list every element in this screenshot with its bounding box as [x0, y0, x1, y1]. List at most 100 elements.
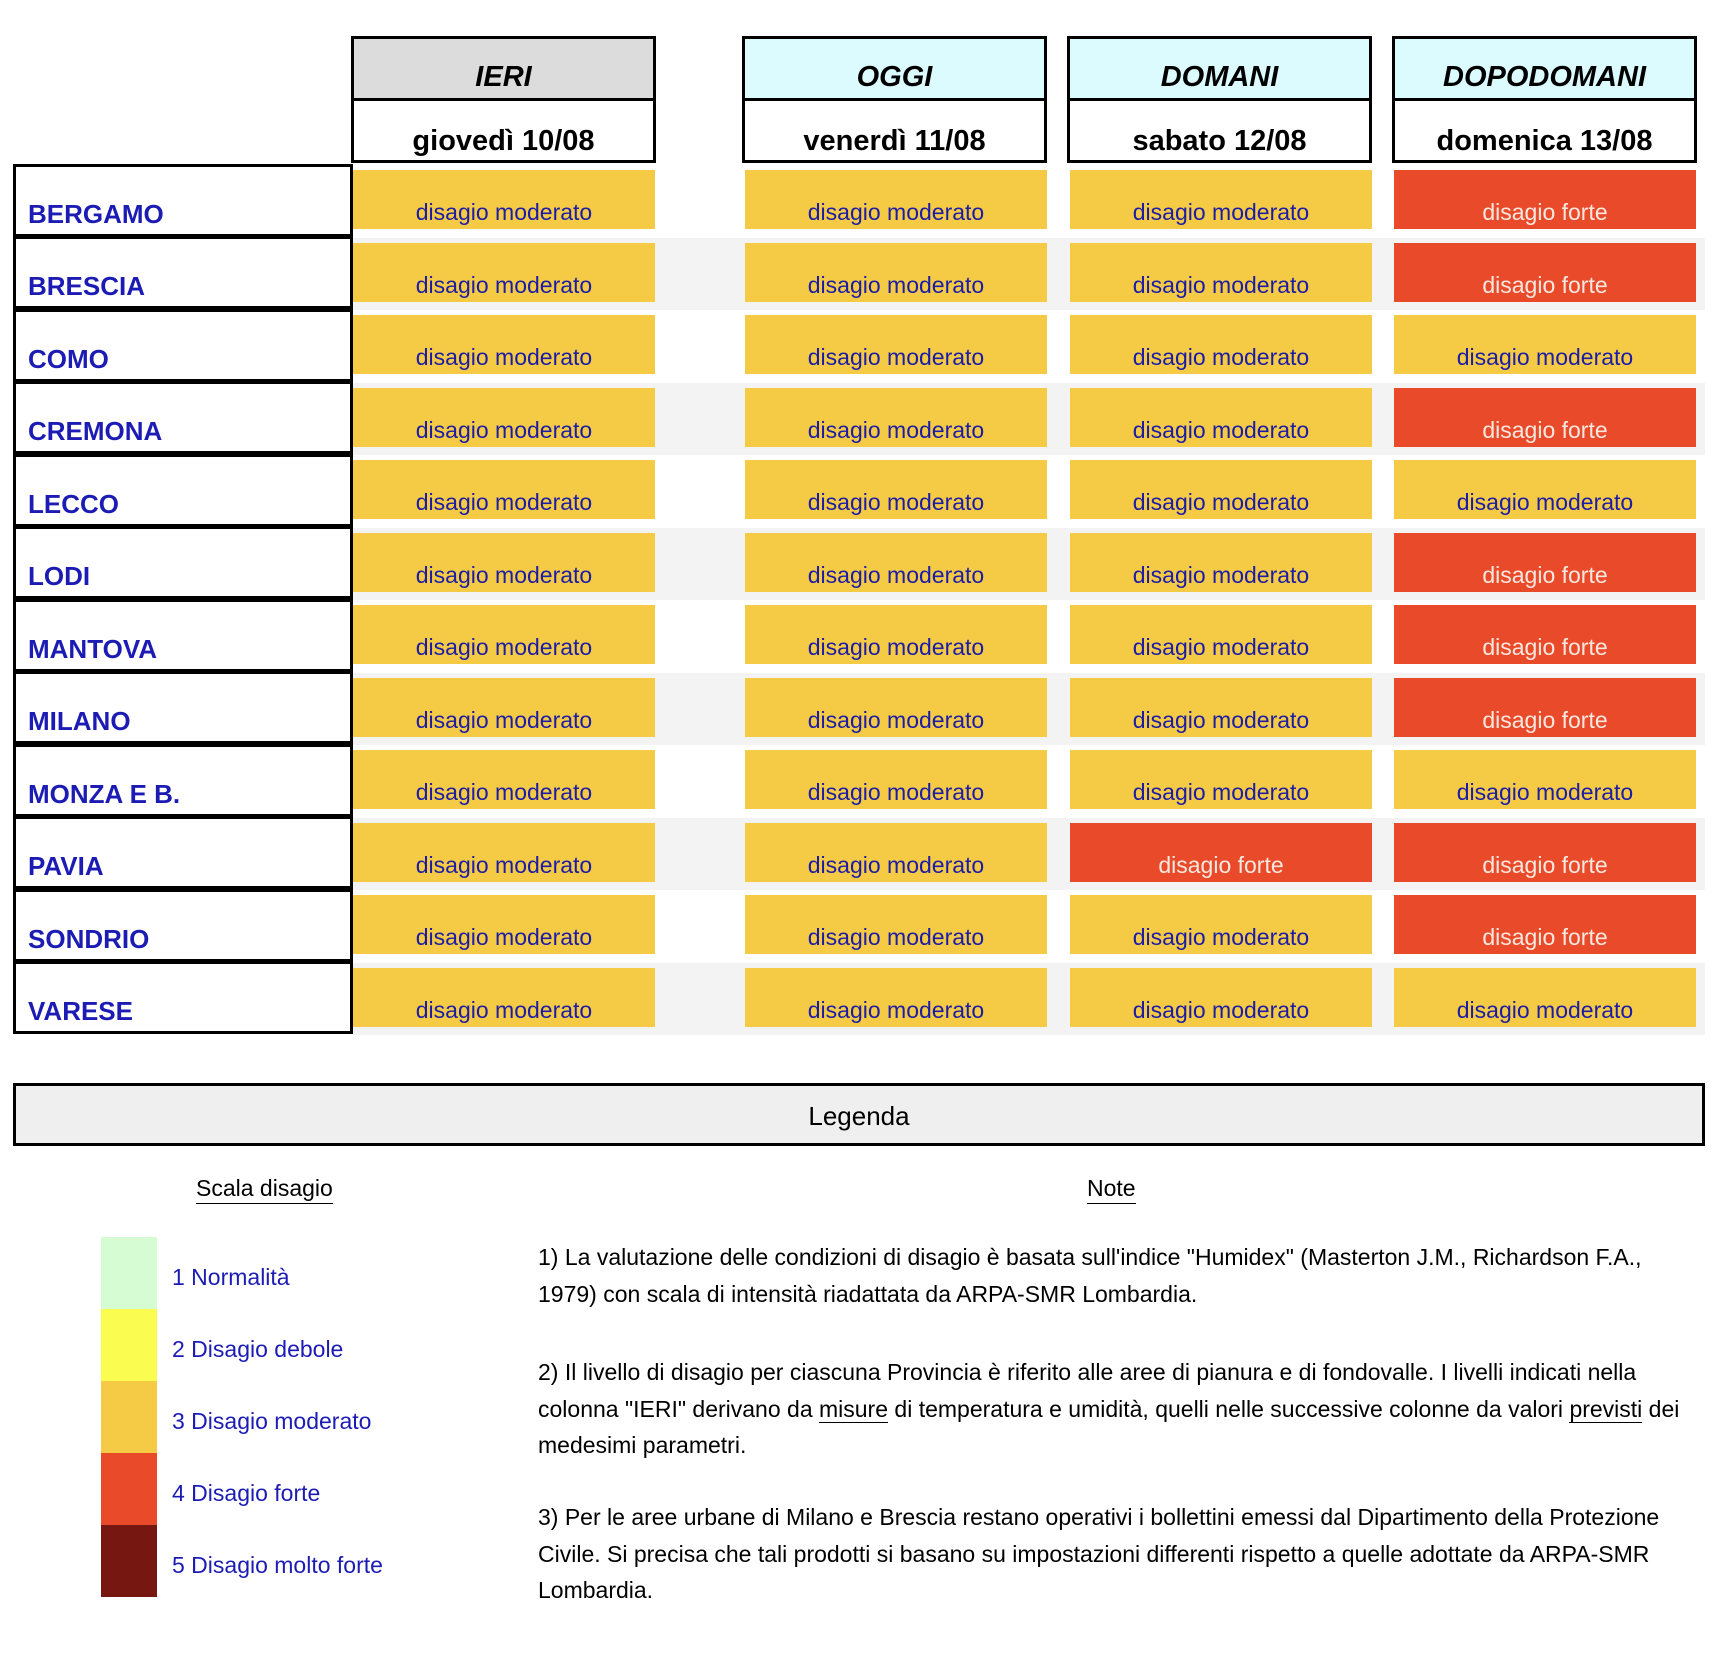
- province-cell: LECCO: [13, 453, 353, 527]
- province-name: MANTOVA: [28, 633, 158, 664]
- column-header-dopodomani: DOPODOMANI domenica 13/08: [1392, 36, 1697, 163]
- province-name: BRESCIA: [28, 271, 146, 301]
- note-2-underlined-previsti: previsti: [1569, 1395, 1643, 1423]
- note-2-text-a: 2) Il livello di disagio per ciascuna Pr…: [538, 1359, 1637, 1422]
- forecast-cell: disagio moderato: [745, 605, 1047, 664]
- forecast-cell: disagio moderato: [1394, 967, 1696, 1027]
- province-name: VARESE: [28, 996, 133, 1026]
- forecast-cell: disagio moderato: [745, 822, 1047, 882]
- scale-label-5: 5 Disagio molto forte: [172, 1552, 383, 1578]
- forecast-cell: disagio moderato: [1394, 750, 1696, 809]
- scale-swatch-4: [101, 1453, 157, 1525]
- scale-swatch-2: [101, 1309, 157, 1381]
- column-date: sabato 12/08: [1132, 125, 1307, 157]
- note-2-underlined-misure: misure: [819, 1395, 889, 1423]
- province-cell: LODI: [13, 526, 353, 599]
- forecast-cell: disagio moderato: [353, 460, 655, 519]
- forecast-cell: disagio moderato: [353, 532, 655, 592]
- forecast-cell: disagio moderato: [1070, 750, 1372, 809]
- note-2: 2) Il livello di disagio per ciascuna Pr…: [538, 1354, 1698, 1464]
- note-1: 1) La valutazione delle condizioni di di…: [538, 1244, 1642, 1307]
- forecast-cell: disagio moderato: [353, 895, 655, 954]
- forecast-cell: disagio moderato: [1070, 242, 1372, 302]
- forecast-cell: disagio moderato: [745, 460, 1047, 519]
- forecast-cell: disagio moderato: [1070, 967, 1372, 1027]
- forecast-cell: disagio moderato: [353, 967, 655, 1027]
- province-cell: CREMONA: [13, 381, 353, 454]
- column-date: domenica 13/08: [1436, 125, 1653, 157]
- forecast-cell: disagio forte: [1394, 242, 1696, 302]
- forecast-cell: disagio forte: [1394, 677, 1696, 737]
- forecast-cell: disagio moderato: [1070, 532, 1372, 592]
- note-2-text-c: dei medesimi parametri.: [538, 1395, 1680, 1459]
- province-name: MONZA E B.: [28, 778, 181, 809]
- forecast-cell: disagio forte: [1394, 532, 1696, 592]
- province-name: BERGAMO: [28, 198, 164, 229]
- province-name: MILANO: [28, 706, 131, 736]
- province-cell: SONDRIO: [13, 888, 353, 962]
- notes-heading: Note: [1087, 1173, 1136, 1204]
- province-cell: MONZA E B.: [13, 743, 353, 817]
- forecast-cell: disagio moderato: [1394, 315, 1696, 374]
- province-cell: COMO: [13, 308, 353, 382]
- forecast-cell: disagio moderato: [353, 677, 655, 737]
- scale-swatch-5: [101, 1525, 157, 1597]
- forecast-cell: disagio moderato: [745, 170, 1047, 229]
- scale-label-3: 3 Disagio moderato: [172, 1408, 372, 1434]
- scale-swatch-1: [101, 1237, 157, 1309]
- forecast-cell: disagio moderato: [353, 170, 655, 229]
- forecast-cell: disagio moderato: [745, 532, 1047, 592]
- forecast-cell: disagio moderato: [1394, 460, 1696, 519]
- forecast-cell: disagio forte: [1394, 822, 1696, 882]
- forecast-cell: disagio forte: [1394, 895, 1696, 954]
- column-header-domani: DOMANI sabato 12/08: [1067, 36, 1372, 163]
- forecast-cell: disagio moderato: [1070, 460, 1372, 519]
- note-2-text-b: di temperatura e umidità, quelli nelle s…: [888, 1395, 1570, 1422]
- province-cell: VARESE: [13, 961, 353, 1034]
- column-label: DOPODOMANI: [1395, 39, 1694, 101]
- column-header-ieri: IERI giovedì 10/08: [351, 36, 656, 163]
- scale-label-1: 1 Normalità: [172, 1264, 290, 1290]
- forecast-cell: disagio moderato: [1070, 387, 1372, 447]
- forecast-cell: disagio forte: [1070, 822, 1372, 882]
- province-name: CREMONA: [28, 416, 163, 446]
- forecast-cell: disagio forte: [1394, 387, 1696, 447]
- forecast-cell: disagio moderato: [745, 677, 1047, 737]
- province-name: PAVIA: [28, 851, 104, 881]
- forecast-cell: disagio moderato: [353, 315, 655, 374]
- province-name: COMO: [28, 343, 109, 374]
- column-header-oggi: OGGI venerdì 11/08: [742, 36, 1047, 163]
- forecast-cell: disagio moderato: [353, 387, 655, 447]
- forecast-cell: disagio moderato: [1070, 605, 1372, 664]
- column-label: IERI: [354, 39, 653, 101]
- forecast-cell: disagio forte: [1394, 605, 1696, 664]
- forecast-cell: disagio moderato: [745, 242, 1047, 302]
- forecast-cell: disagio forte: [1394, 170, 1696, 229]
- forecast-cell: disagio moderato: [353, 242, 655, 302]
- scale-label-2: 2 Disagio debole: [172, 1336, 344, 1362]
- forecast-cell: disagio moderato: [353, 822, 655, 882]
- column-date: giovedì 10/08: [412, 125, 595, 157]
- forecast-cell: disagio moderato: [353, 605, 655, 664]
- column-date: venerdì 11/08: [803, 125, 986, 157]
- forecast-cell: disagio moderato: [1070, 315, 1372, 374]
- forecast-cell: disagio moderato: [745, 750, 1047, 809]
- forecast-cell: disagio moderato: [745, 895, 1047, 954]
- forecast-cell: disagio moderato: [745, 967, 1047, 1027]
- province-cell: MILANO: [13, 671, 353, 744]
- province-cell: PAVIA: [13, 816, 353, 889]
- province-cell: BRESCIA: [13, 236, 353, 309]
- column-label: OGGI: [745, 39, 1044, 101]
- note-3: 3) Per le aree urbane di Milano e Bresci…: [538, 1504, 1660, 1603]
- province-cell: BERGAMO: [13, 163, 353, 237]
- forecast-cell: disagio moderato: [745, 387, 1047, 447]
- forecast-cell: disagio moderato: [745, 315, 1047, 374]
- province-name: SONDRIO: [28, 923, 150, 954]
- scale-swatch-3: [101, 1381, 157, 1453]
- forecast-cell: disagio moderato: [353, 750, 655, 809]
- province-name: LECCO: [28, 488, 119, 519]
- forecast-cell: disagio moderato: [1070, 895, 1372, 954]
- province-name: LODI: [28, 561, 91, 591]
- forecast-cell: disagio moderato: [1070, 170, 1372, 229]
- column-label: DOMANI: [1070, 39, 1369, 101]
